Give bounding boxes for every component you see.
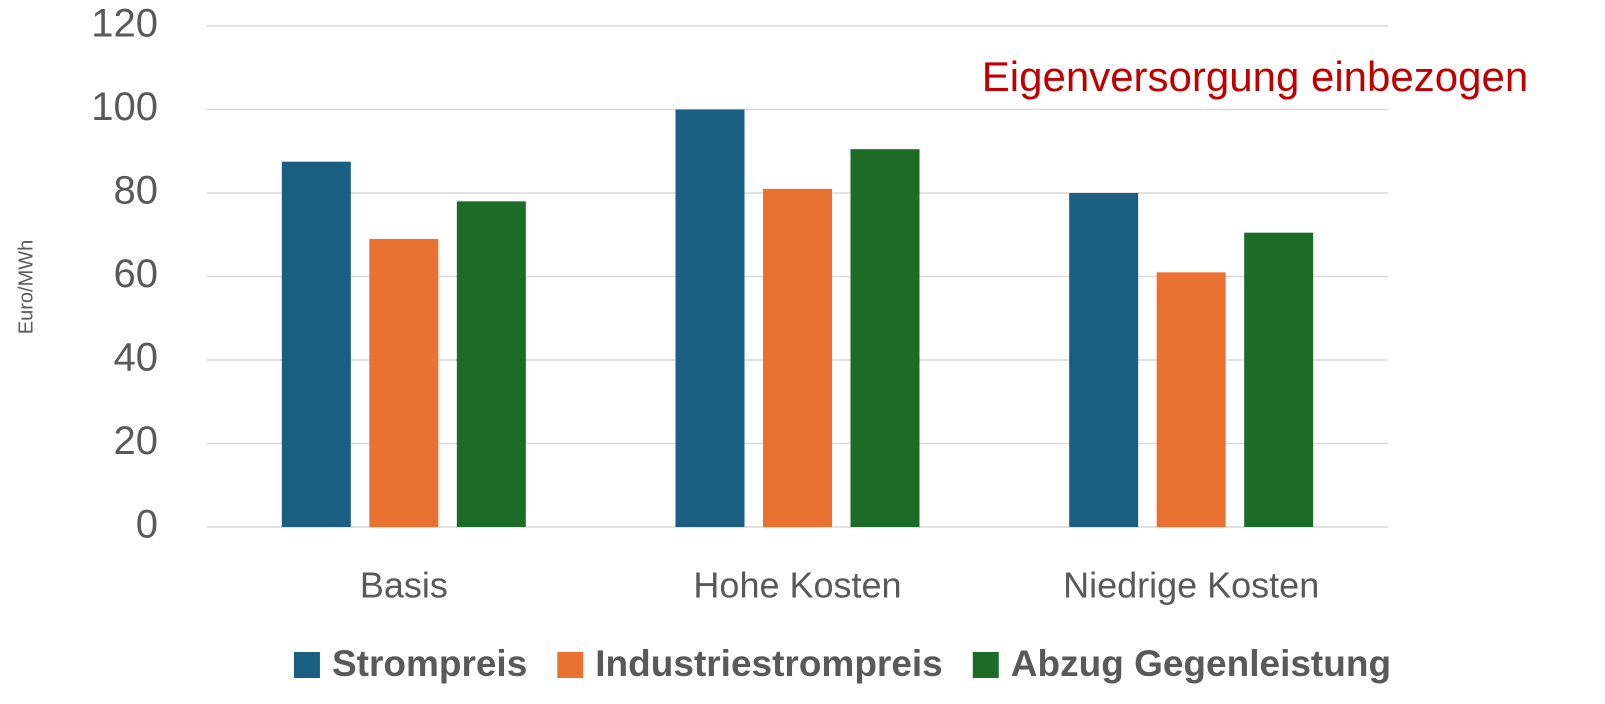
legend-label: Strompreis bbox=[332, 643, 527, 684]
y-tick-label: 120 bbox=[91, 2, 158, 46]
y-tick-label: 60 bbox=[114, 252, 159, 296]
bar bbox=[281, 161, 351, 527]
y-tick-label: 20 bbox=[114, 419, 159, 463]
y-tick-label: 100 bbox=[91, 85, 158, 129]
bar bbox=[763, 188, 832, 527]
legend-swatch bbox=[293, 652, 320, 678]
annotation: Eigenversorgung einbezogen bbox=[982, 53, 1528, 100]
bar bbox=[456, 201, 526, 527]
legend-swatch bbox=[972, 652, 999, 678]
y-axis-label: Euro/MWh bbox=[15, 240, 37, 334]
bar bbox=[675, 109, 745, 527]
legend-label: Industriestrompreis bbox=[595, 643, 942, 684]
y-tick-label: 80 bbox=[114, 169, 159, 213]
legend-label: Abzug Gegenleistung bbox=[1011, 643, 1391, 684]
y-tick-label: 40 bbox=[114, 336, 159, 380]
bar bbox=[369, 238, 439, 528]
x-tick-label: Basis bbox=[360, 565, 448, 606]
bar bbox=[1244, 232, 1314, 527]
legend-swatch bbox=[557, 652, 584, 678]
x-tick-label: Hohe Kosten bbox=[693, 565, 901, 606]
x-tick-label: Niedrige Kosten bbox=[1063, 565, 1319, 606]
bar bbox=[1156, 272, 1226, 527]
bar bbox=[1069, 193, 1139, 527]
y-tick-label: 0 bbox=[136, 503, 158, 547]
bar bbox=[850, 149, 920, 527]
